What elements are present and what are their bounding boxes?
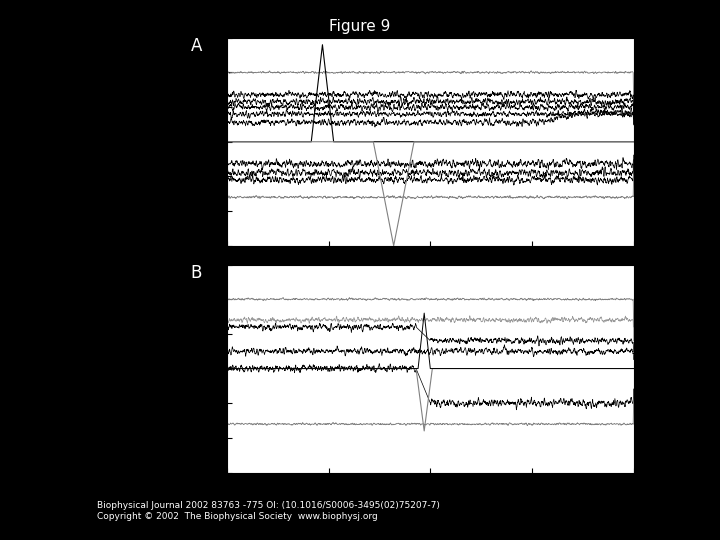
- X-axis label: time (ns): time (ns): [405, 266, 455, 276]
- Text: Biophysical Journal 2002 83763 -775 OI: (10.1016/S0006-3495(02)75207-7): Biophysical Journal 2002 83763 -775 OI: …: [97, 501, 440, 510]
- Text: Figure 9: Figure 9: [329, 19, 391, 34]
- Text: pr: pr: [637, 96, 660, 106]
- Text: Copyright © 2002  The Biophysical Society  www.biophysj.org: Copyright © 2002 The Biophysical Society…: [97, 511, 378, 521]
- Text: Cell: Cell: [36, 495, 65, 508]
- Text: g: g: [637, 114, 655, 124]
- Text: pc: pc: [637, 416, 661, 426]
- Text: A: A: [191, 37, 202, 55]
- Y-axis label: z (Å): z (Å): [184, 356, 196, 381]
- Text: B: B: [191, 264, 202, 282]
- Y-axis label: z (Å): z (Å): [184, 129, 196, 154]
- Text: P R E S S: P R E S S: [38, 515, 63, 520]
- X-axis label: time (ns): time (ns): [405, 493, 455, 503]
- Text: g: g: [637, 343, 655, 353]
- Text: pr: pr: [637, 312, 660, 322]
- Text: pc: pc: [637, 189, 661, 199]
